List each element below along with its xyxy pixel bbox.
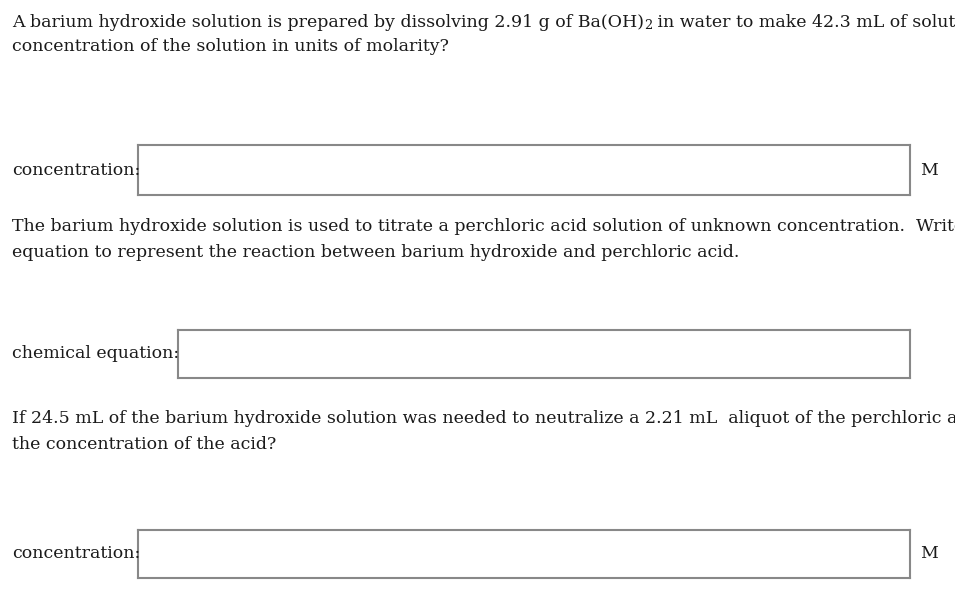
Text: 2: 2 <box>644 19 652 32</box>
Text: chemical equation:: chemical equation: <box>12 345 180 362</box>
Text: If 24.5 mL of the barium hydroxide solution was needed to neutralize a 2.21 mL  : If 24.5 mL of the barium hydroxide solut… <box>12 410 955 427</box>
Text: concentration:: concentration: <box>12 545 140 562</box>
Text: the concentration of the acid?: the concentration of the acid? <box>12 436 276 453</box>
Text: concentration of the solution in units of molarity?: concentration of the solution in units o… <box>12 38 449 55</box>
Text: equation to represent the reaction between barium hydroxide and perchloric acid.: equation to represent the reaction betwe… <box>12 244 739 261</box>
Text: concentration:: concentration: <box>12 162 140 179</box>
Text: M: M <box>920 545 938 562</box>
Text: The barium hydroxide solution is used to titrate a perchloric acid solution of u: The barium hydroxide solution is used to… <box>12 218 955 235</box>
Text: in water to make 42.3 mL of solution.  What is the: in water to make 42.3 mL of solution. Wh… <box>652 14 955 31</box>
Text: M: M <box>920 162 938 179</box>
Text: A barium hydroxide solution is prepared by dissolving 2.91 g of Ba(OH): A barium hydroxide solution is prepared … <box>12 14 644 31</box>
